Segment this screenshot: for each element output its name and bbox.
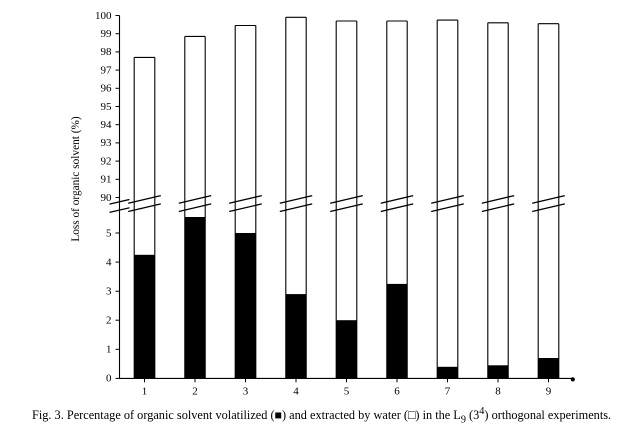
svg-text:100: 100 bbox=[95, 10, 112, 22]
svg-text:5: 5 bbox=[344, 385, 350, 397]
svg-text:2: 2 bbox=[106, 315, 112, 327]
svg-text:9: 9 bbox=[546, 385, 552, 397]
svg-text:96: 96 bbox=[101, 83, 113, 95]
svg-text:92: 92 bbox=[101, 155, 112, 167]
svg-text:94: 94 bbox=[101, 119, 113, 131]
svg-text:97: 97 bbox=[101, 64, 113, 76]
svg-text:99: 99 bbox=[101, 28, 113, 40]
svg-text:0: 0 bbox=[106, 373, 112, 385]
svg-text:1: 1 bbox=[142, 385, 148, 397]
svg-text:93: 93 bbox=[101, 137, 113, 149]
svg-text:3: 3 bbox=[243, 385, 249, 397]
svg-text:1: 1 bbox=[106, 344, 112, 356]
svg-text:90: 90 bbox=[101, 192, 113, 204]
svg-text:98: 98 bbox=[101, 46, 113, 58]
svg-text:7: 7 bbox=[445, 385, 451, 397]
svg-text:4: 4 bbox=[106, 256, 112, 268]
svg-text:5: 5 bbox=[106, 227, 112, 239]
svg-text:95: 95 bbox=[101, 101, 113, 113]
svg-text:91: 91 bbox=[101, 174, 112, 186]
svg-text:4: 4 bbox=[293, 385, 299, 397]
svg-text:2: 2 bbox=[192, 385, 198, 397]
svg-text:6: 6 bbox=[394, 385, 400, 397]
svg-text:3: 3 bbox=[106, 286, 112, 298]
svg-text:8: 8 bbox=[495, 385, 501, 397]
